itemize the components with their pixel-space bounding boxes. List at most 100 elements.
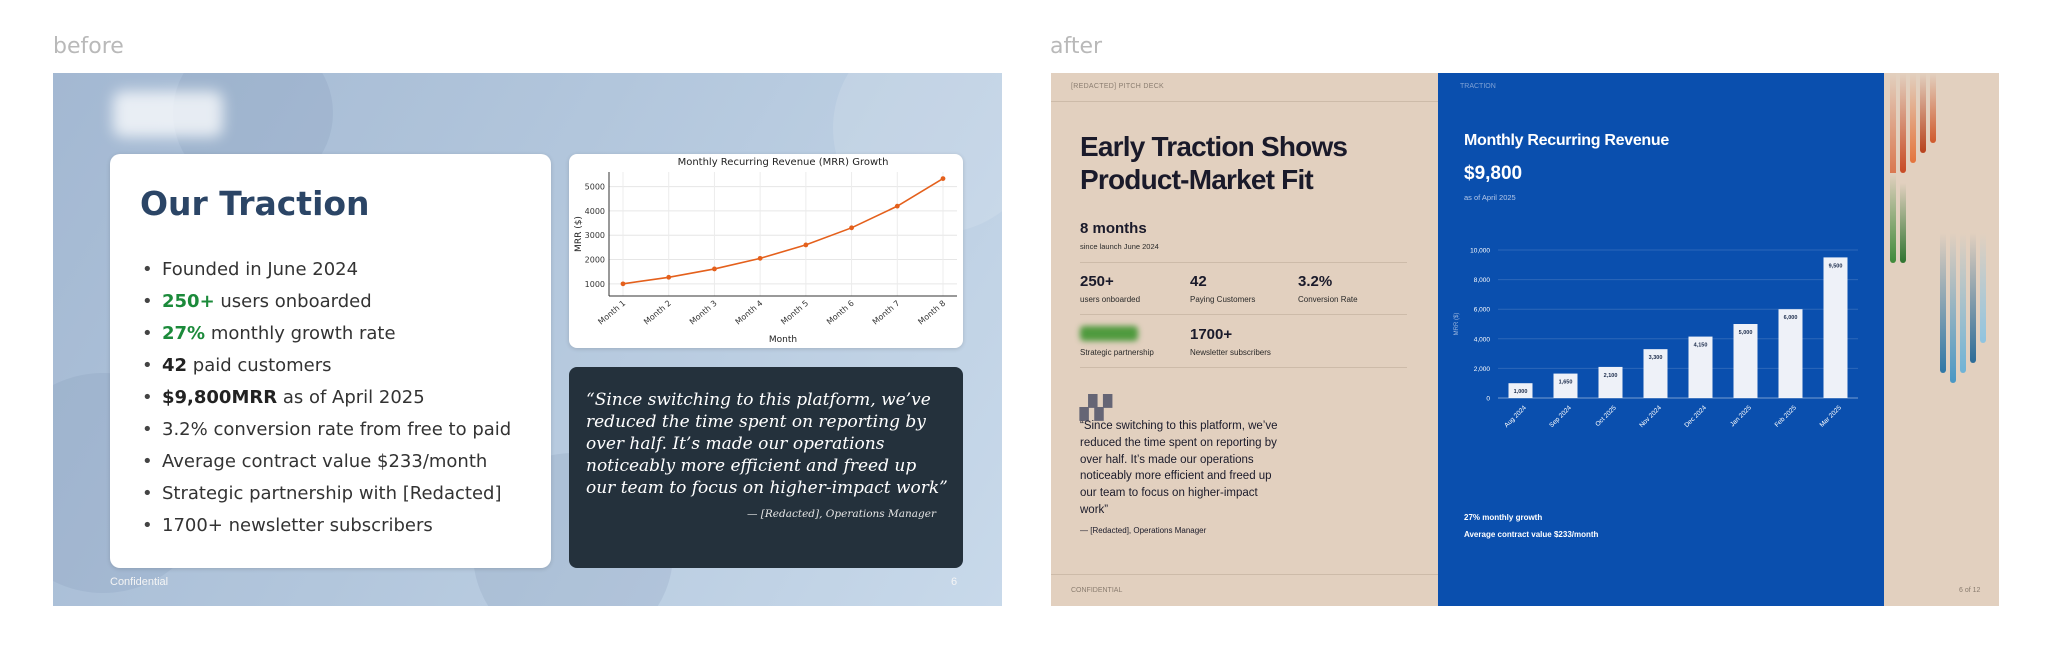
mrr-subtitle: as of April 2025 bbox=[1464, 193, 1516, 202]
data-point bbox=[757, 255, 763, 261]
deck-kicker: [REDACTED] PITCH DECK bbox=[1071, 83, 1165, 90]
conversion-stat-value: 3.2% bbox=[1298, 273, 1333, 290]
data-point bbox=[666, 274, 672, 280]
y-axis-label: MRR ($) bbox=[1454, 313, 1460, 336]
mrr-bar-chart: 0 2,000 4,000 6,000 8,000 10,000 MRR ($) 1,000 A… bbox=[1454, 248, 1858, 429]
x-tick-label: Month 7 bbox=[871, 299, 902, 327]
testimonial-quote: “Since switching to this platform, we’ve… bbox=[586, 390, 948, 498]
caption-before: before bbox=[53, 34, 124, 59]
testimonial-author: — [Redacted], Operations Manager bbox=[1080, 526, 1207, 535]
x-tick-label: Mar 2025 bbox=[1819, 404, 1844, 429]
bar-data-label: 1,650 bbox=[1559, 380, 1573, 386]
bullet-text: Founded in June 2024 bbox=[162, 259, 359, 280]
newsletter-stat-label: Newsletter subscribers bbox=[1190, 348, 1271, 357]
quote-icon: ▞▞ bbox=[1080, 395, 1112, 420]
acv-note: Average contract value $233/month bbox=[1464, 530, 1599, 539]
bar-data-label: 4,150 bbox=[1694, 343, 1708, 349]
footer-confidential: CONFIDENTIAL bbox=[1071, 587, 1123, 594]
bar bbox=[1778, 309, 1803, 398]
bullet-item: Founded in June 2024 bbox=[140, 254, 511, 286]
decorative-streak bbox=[1890, 73, 1896, 193]
page-number: 6 bbox=[951, 576, 958, 588]
partner-logo-blurred bbox=[1080, 326, 1138, 341]
data-point bbox=[849, 225, 854, 231]
decorative-streak bbox=[1900, 73, 1906, 173]
partnership-label: Strategic partnership bbox=[1080, 348, 1154, 357]
launch-stat-value: 8 months bbox=[1080, 220, 1147, 237]
x-tick-label: Oct 2025 bbox=[1594, 404, 1618, 428]
bar-data-label: 2,100 bbox=[1604, 373, 1618, 379]
decorative-streak bbox=[1970, 233, 1976, 363]
summary-panel: [REDACTED] PITCH DECK Early Traction Sho… bbox=[1051, 73, 1438, 606]
x-tick-label: Month 5 bbox=[779, 299, 810, 327]
bullet-item: 3.2% conversion rate from free to paid bbox=[140, 414, 511, 446]
decorative-streak bbox=[1980, 233, 1986, 343]
before-slide: Our Traction Founded in June 2024 250+ u… bbox=[53, 73, 1002, 606]
x-tick-label: Feb 2025 bbox=[1774, 404, 1799, 429]
bar bbox=[1733, 324, 1758, 398]
y-tick-label: 4000 bbox=[585, 207, 605, 216]
traction-bullet-list: Founded in June 2024 250+ users onboarde… bbox=[140, 254, 511, 542]
data-point bbox=[803, 242, 809, 248]
bullet-item: 250+ users onboarded bbox=[140, 286, 511, 318]
bar bbox=[1823, 257, 1848, 398]
after-slide: [REDACTED] PITCH DECK Early Traction Sho… bbox=[1051, 73, 1999, 606]
bullet-text: users onboarded bbox=[214, 291, 372, 312]
bullet-item: Average contract value $233/month bbox=[140, 446, 511, 478]
bar bbox=[1598, 366, 1623, 398]
bar bbox=[1553, 373, 1578, 398]
mrr-line-chart: Monthly Recurring Revenue (MRR) Growth 10… bbox=[574, 157, 957, 345]
decorative-streak bbox=[1900, 183, 1906, 263]
x-tick-label: Month 1 bbox=[596, 299, 627, 327]
x-tick-label: Jan 2025 bbox=[1729, 404, 1753, 428]
divider bbox=[1080, 367, 1407, 368]
bullet-text: paid customers bbox=[187, 355, 332, 376]
testimonial-card: “Since switching to this platform, we’ve… bbox=[569, 367, 963, 568]
mrr-value: $9,800 bbox=[1464, 163, 1523, 184]
decorative-art-panel bbox=[1884, 73, 1999, 606]
customers-stat-label: Paying Customers bbox=[1190, 295, 1256, 304]
traction-card: Our Traction Founded in June 2024 250+ u… bbox=[110, 154, 551, 568]
x-tick-label: Month 6 bbox=[825, 299, 856, 327]
y-tick-label: 3000 bbox=[585, 231, 605, 240]
bullet-item: 1700+ newsletter subscribers bbox=[140, 510, 511, 542]
newsletter-stat-value: 1700+ bbox=[1190, 326, 1233, 343]
bullet-item: 42 paid customers bbox=[140, 350, 511, 382]
bullet-item: Strategic partnership with [Redacted] bbox=[140, 478, 511, 510]
testimonial-quote: “Since switching to this platform, we’ve… bbox=[1080, 420, 1278, 516]
bar bbox=[1688, 336, 1713, 398]
y-tick-label: 4,000 bbox=[1474, 336, 1491, 343]
y-axis-label: MRR ($) bbox=[574, 216, 584, 252]
y-tick-label: 10,000 bbox=[1470, 248, 1490, 255]
x-tick-label: Nov 2024 bbox=[1638, 404, 1663, 429]
company-logo-blurred bbox=[113, 91, 223, 137]
decorative-streak bbox=[1950, 233, 1956, 383]
slide-title: Our Traction bbox=[140, 184, 370, 223]
divider bbox=[1080, 314, 1407, 315]
x-axis-label: Month bbox=[769, 335, 797, 345]
x-tick-label: Month 2 bbox=[642, 299, 673, 327]
decorative-streak bbox=[1940, 233, 1946, 373]
x-tick-label: Dec 2024 bbox=[1683, 404, 1708, 429]
decorative-streak bbox=[1890, 173, 1896, 263]
decorative-streak bbox=[1930, 73, 1936, 143]
bar bbox=[1508, 383, 1533, 398]
bar bbox=[1643, 349, 1668, 398]
bullet-item: 27% monthly growth rate bbox=[140, 318, 511, 350]
bullet-text: monthly growth rate bbox=[205, 323, 396, 344]
y-tick-label: 5000 bbox=[585, 183, 605, 192]
bullet-text: Strategic partnership with [Redacted] bbox=[162, 483, 502, 504]
launch-stat-label: since launch June 2024 bbox=[1080, 242, 1159, 251]
footer-confidential: Confidential bbox=[110, 576, 169, 588]
y-tick-label: 1000 bbox=[585, 280, 605, 289]
bullet-highlight: $9,800MRR bbox=[162, 387, 278, 408]
x-tick-label: Aug 2024 bbox=[1503, 404, 1528, 429]
mrr-line-chart-card: Monthly Recurring Revenue (MRR) Growth 10… bbox=[569, 154, 963, 348]
customers-stat-value: 42 bbox=[1190, 273, 1207, 290]
data-point bbox=[620, 281, 626, 287]
y-tick-label: 6,000 bbox=[1474, 307, 1491, 314]
x-tick-label: Month 3 bbox=[688, 299, 719, 327]
slide-title: Early Traction Shows Product-Market Fit bbox=[1080, 131, 1348, 195]
data-point bbox=[894, 203, 900, 209]
mrr-panel: TRACTION Monthly Recurring Revenue $9,80… bbox=[1438, 73, 1884, 606]
